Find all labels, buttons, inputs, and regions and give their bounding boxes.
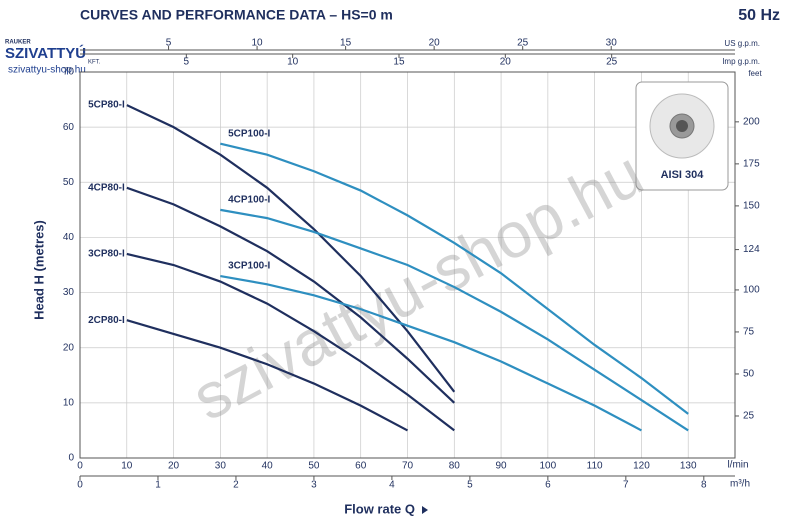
m3h-tick-label: 3: [311, 480, 317, 491]
m3h-tick-label: 4: [389, 480, 395, 491]
y2-tick-label: 75: [743, 327, 755, 338]
impgpm-tick-label: 25: [606, 57, 618, 68]
curve: [126, 252, 455, 432]
logo-suffix: KFT.: [88, 60, 101, 66]
y2-tick-label: 25: [743, 411, 755, 422]
x-tick-label: 130: [680, 461, 697, 472]
x-tick-label: 100: [540, 461, 557, 472]
m3h-tick-label: 7: [623, 480, 629, 491]
m3h-tick-label: 5: [467, 480, 473, 491]
y-tick-label: 20: [63, 342, 75, 353]
usgpm-tick-label: 10: [252, 38, 264, 49]
series-label: 2CP80-I: [88, 315, 125, 326]
impgpm-unit: Imp g.p.m.: [722, 57, 760, 66]
chart-title: CURVES AND PERFORMANCE DATA – HS=0 m: [80, 7, 393, 23]
impeller-eye: [676, 120, 688, 132]
usgpm-unit: US g.p.m.: [724, 39, 760, 48]
y-tick-label: 50: [63, 177, 75, 188]
impgpm-tick-label: 15: [393, 57, 405, 68]
y-tick-label: 10: [63, 397, 75, 408]
y2-tick-label: 124: [743, 244, 760, 255]
series-label: 3CP100-I: [228, 261, 270, 272]
x-tick-label: 40: [262, 461, 274, 472]
inset: AISI 304: [635, 81, 729, 191]
y2-tick-label: 100: [743, 285, 760, 296]
curve: [126, 186, 456, 404]
impgpm-tick-label: 20: [500, 57, 512, 68]
usgpm-tick-label: 30: [606, 38, 618, 49]
x-axis-title: Flow rate Q: [344, 501, 415, 516]
y-tick-label: 0: [68, 453, 74, 464]
y-tick-label: 40: [63, 232, 75, 243]
x-tick-label: 30: [215, 461, 227, 472]
y-tick-label: 60: [63, 122, 75, 133]
series-label: 5CP100-I: [228, 128, 270, 139]
impgpm-tick-label: 10: [287, 57, 299, 68]
frequency: 50 Hz: [738, 7, 780, 24]
logo-site: szivattyu-shop.hu: [8, 65, 86, 76]
logo-top: RAUKER: [5, 40, 31, 46]
series-label: 3CP80-I: [88, 249, 125, 260]
curve: [126, 319, 409, 432]
impgpm-tick-label: 5: [184, 57, 190, 68]
series-label: 4CP100-I: [228, 194, 270, 205]
usgpm-tick-label: 25: [517, 38, 529, 49]
curve: [220, 208, 689, 432]
m3h-tick-label: 1: [155, 480, 161, 491]
x-tick-label: 10: [121, 461, 133, 472]
x-tick-label: 110: [587, 461, 603, 472]
m3h-unit: m³/h: [730, 479, 750, 490]
plot-frame: [79, 71, 736, 459]
y2-tick-label: 200: [743, 116, 760, 127]
series-label: 5CP80-I: [88, 100, 125, 111]
arrow: [422, 506, 428, 514]
y2-unit: feet: [748, 69, 762, 78]
usgpm-tick-label: 5: [166, 38, 172, 49]
usgpm-tick-label: 15: [340, 38, 352, 49]
x-tick-label: 90: [496, 461, 508, 472]
watermark: szivattyu-shop.hu: [181, 137, 655, 434]
inset-label: AISI 304: [661, 169, 705, 181]
x-tick-label: 0: [77, 461, 83, 472]
x-tick-label: 80: [449, 461, 461, 472]
curve: [220, 142, 689, 415]
curve: [220, 274, 642, 432]
x-tick-label: 120: [633, 461, 650, 472]
x-unit: l/min: [727, 460, 748, 471]
x-tick-label: 70: [402, 461, 414, 472]
m3h-tick-label: 8: [701, 480, 707, 491]
m3h-tick-label: 0: [77, 480, 83, 491]
y-tick-label: 30: [63, 287, 75, 298]
m3h-tick-label: 2: [233, 480, 239, 491]
y2-tick-label: 150: [743, 201, 760, 212]
series-label: 4CP80-I: [88, 182, 125, 193]
y-axis-title: Head H (metres): [31, 220, 46, 320]
x-tick-label: 50: [308, 461, 320, 472]
y2-tick-label: 50: [743, 369, 755, 380]
y2-tick-label: 175: [743, 159, 760, 170]
x-tick-label: 20: [168, 461, 180, 472]
y-tick-label: 70: [63, 67, 75, 78]
logo-name: SZIVATTYÚ: [5, 44, 86, 62]
m3h-tick-label: 6: [545, 480, 551, 491]
x-tick-label: 60: [355, 461, 367, 472]
usgpm-tick-label: 20: [429, 38, 441, 49]
